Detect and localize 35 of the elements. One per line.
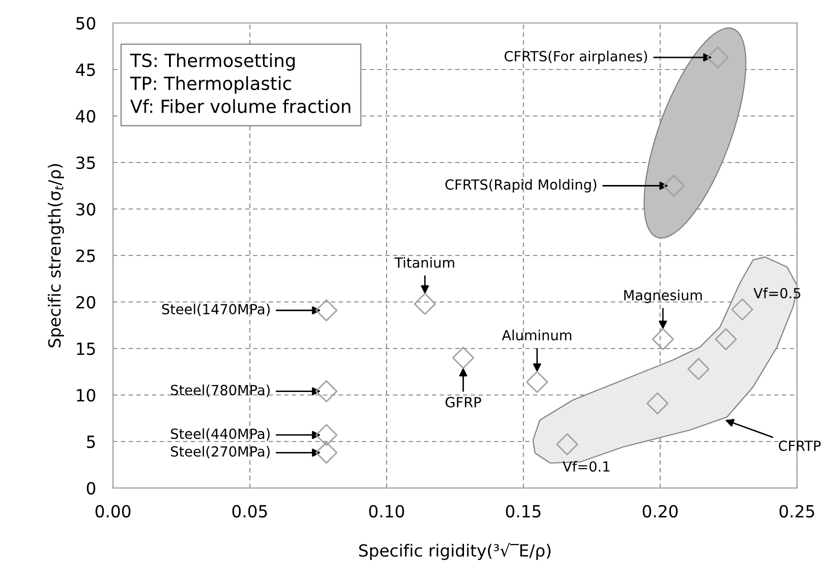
- x-axis-title: Specific rigidity(³√‾E/ρ): [359, 543, 550, 560]
- y-axis-title: Specific strength(σ$_{t}$/ρ): [48, 164, 64, 348]
- x-tick-label: 0.00: [96, 504, 130, 518]
- annotation: Steel(1470MPa): [162, 304, 270, 316]
- x-tick-label: 0.20: [642, 504, 678, 518]
- annotation: Steel(440MPa): [170, 428, 270, 441]
- annotation: Magnesium: [624, 290, 702, 304]
- y-tick-label: 50: [76, 16, 96, 30]
- y-tick-label: 25: [76, 249, 95, 262]
- annotation: Steel(270MPa): [170, 446, 270, 458]
- annotation: TS: Thermosetting: [130, 53, 295, 71]
- annotation: Titanium: [394, 257, 454, 268]
- y-tick-label: 30: [76, 202, 96, 216]
- annotation: TP: Thermoplastic: [130, 76, 292, 94]
- y-tick-label: 0: [86, 482, 96, 495]
- y-tick-label: 10: [76, 388, 96, 402]
- x-tick-label: 0.15: [506, 504, 540, 518]
- annotation: CFRTS(For airplanes): [504, 50, 648, 64]
- annotation: CFRTP: [778, 440, 821, 452]
- annotation: Vf=0.1: [562, 460, 610, 472]
- annotation: Steel(780MPa): [170, 384, 270, 397]
- y-tick-label: 45: [76, 64, 95, 76]
- y-tick-label: 5: [87, 436, 95, 448]
- x-tick-label: 0.05: [232, 504, 267, 518]
- y-tick-label: 35: [76, 156, 95, 170]
- y-tick-label: 40: [76, 110, 96, 123]
- annotation: GFRP: [446, 396, 482, 408]
- x-tick-label: 0.10: [369, 504, 404, 518]
- x-tick-label: 0.25: [780, 504, 814, 518]
- annotation: CFRTS(Rapid Molding): [445, 179, 596, 192]
- annotation: Aluminum: [502, 330, 572, 340]
- annotation: Vf: Fiber volume fraction: [130, 99, 350, 114]
- annotation: Vf=0.5: [754, 288, 800, 298]
- y-tick-label: 15: [76, 342, 95, 356]
- y-tick-label: 20: [76, 296, 96, 309]
